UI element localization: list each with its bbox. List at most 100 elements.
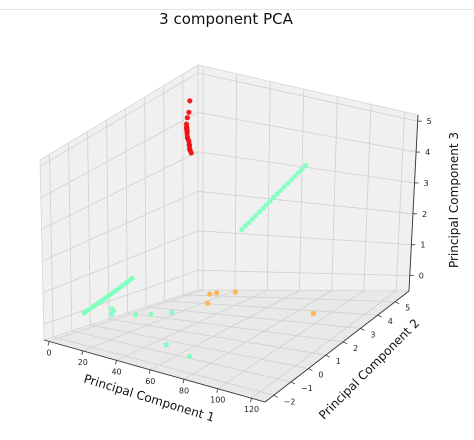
y-tick-mark — [290, 381, 296, 385]
y-grid-line-floor — [71, 330, 292, 383]
y-grid-line-left — [68, 142, 73, 331]
data-point — [310, 310, 316, 317]
z-tick-label: 5 — [427, 117, 432, 126]
x-tick-label: 80 — [179, 386, 189, 395]
x-tick-label: 100 — [210, 396, 225, 405]
y-grid-line-left — [125, 108, 128, 313]
data-point — [292, 173, 298, 179]
x-tick-label: 20 — [78, 358, 88, 367]
x-tick-mark — [216, 388, 219, 393]
grid-lines — [39, 66, 418, 399]
data-point — [246, 219, 252, 226]
y-tick-mark — [394, 301, 400, 305]
data-point — [232, 289, 238, 295]
y-grid-line-floor — [183, 294, 396, 303]
data-point — [271, 195, 277, 201]
z-grid-line-back — [197, 190, 413, 215]
data-point — [108, 311, 115, 317]
y-grid-line-left — [144, 97, 147, 307]
data-point — [148, 311, 154, 317]
x-axis-line — [43, 339, 266, 403]
x-tick-mark — [115, 360, 117, 365]
data-point — [183, 121, 190, 127]
y-tick-label: 2 — [353, 344, 358, 353]
data-point — [187, 98, 193, 104]
z-tick-label: 2 — [422, 210, 427, 219]
y-grid-line-floor — [146, 306, 361, 329]
y-tick-label: 1 — [336, 357, 341, 366]
axis-ticks: 0 20 40 60 80 100 120 −2 −1 0 1 2 3 4 5 0 1 2 3 4 5 — [47, 117, 432, 414]
x-tick-mark — [250, 398, 252, 403]
x-tick-label: 120 — [244, 405, 259, 414]
z-grid-line-left — [42, 230, 199, 294]
y-grid-line-left — [163, 85, 166, 301]
chart-title: 3 component PCA — [159, 10, 293, 28]
back-pane — [197, 64, 419, 292]
data-point — [169, 309, 175, 315]
z-tick-label: 3 — [424, 179, 429, 188]
data-point — [163, 342, 169, 348]
data-point — [253, 212, 259, 218]
data-point — [260, 205, 266, 211]
data-point — [186, 353, 193, 359]
data-point — [303, 163, 309, 169]
z-grid-line-left — [41, 151, 199, 230]
x-tick-mark — [81, 350, 84, 355]
z-axis-line — [408, 114, 419, 292]
data-point — [129, 275, 135, 281]
x-grid-line-floor — [82, 289, 236, 352]
z-tick-label: 1 — [420, 241, 425, 250]
y-grid-line-floor — [108, 318, 326, 356]
x-grid-line-back — [234, 73, 238, 291]
data-point — [186, 109, 192, 115]
z-grid-line-left — [43, 269, 199, 325]
x-tick-label: 60 — [145, 377, 155, 386]
z-tick-label: 4 — [425, 148, 430, 157]
z-grid-line-back — [197, 269, 410, 276]
data-point — [274, 191, 280, 197]
x-grid-line-floor — [116, 289, 268, 361]
y-tick-label: −1 — [301, 384, 313, 393]
y-grid-line-floor — [164, 300, 378, 316]
z-axis-label: Principal Component 3 — [447, 132, 461, 268]
x-tick-label: 0 — [47, 348, 52, 357]
x-grid-line-back — [299, 89, 305, 291]
x-grid-line-floor — [251, 290, 397, 399]
y-grid-line-left — [49, 154, 54, 337]
y-tick-mark — [360, 328, 365, 331]
y-tick-mark — [342, 341, 348, 345]
x-grid-line-back — [363, 104, 372, 291]
data-point — [295, 170, 302, 176]
x-grid-line-floor — [48, 289, 203, 342]
y-grid-line-left — [87, 131, 91, 325]
x-grid-line-back — [395, 111, 405, 291]
data-point — [256, 209, 262, 215]
x-tick-mark — [182, 379, 185, 384]
data-point — [239, 227, 245, 233]
z-grid-line-back — [197, 111, 417, 153]
y-tick-label: 3 — [370, 330, 375, 339]
y-grid-line-floor — [53, 336, 274, 396]
axis-edges — [43, 114, 419, 403]
x-tick-label: 40 — [111, 367, 121, 376]
data-point — [214, 290, 220, 296]
data-point — [132, 312, 139, 318]
y-tick-mark — [325, 354, 330, 358]
data-point — [184, 115, 190, 121]
y-tick-mark — [308, 368, 313, 371]
z-tick-label: 0 — [419, 272, 424, 281]
z-grid-line-back — [197, 72, 418, 122]
data-point — [249, 216, 255, 222]
y-tick-label: 4 — [388, 317, 393, 326]
x-grid-line-back — [331, 96, 338, 291]
y-axis-line — [264, 290, 410, 403]
x-grid-line-floor — [183, 290, 332, 380]
x-grid-line-floor — [150, 290, 300, 371]
y-tick-label: 0 — [318, 371, 323, 380]
y-grid-line-floor — [127, 312, 344, 343]
data-point — [281, 184, 287, 190]
data-point — [207, 291, 213, 297]
y-grid-line-floor — [90, 324, 309, 369]
data-point — [288, 177, 294, 183]
